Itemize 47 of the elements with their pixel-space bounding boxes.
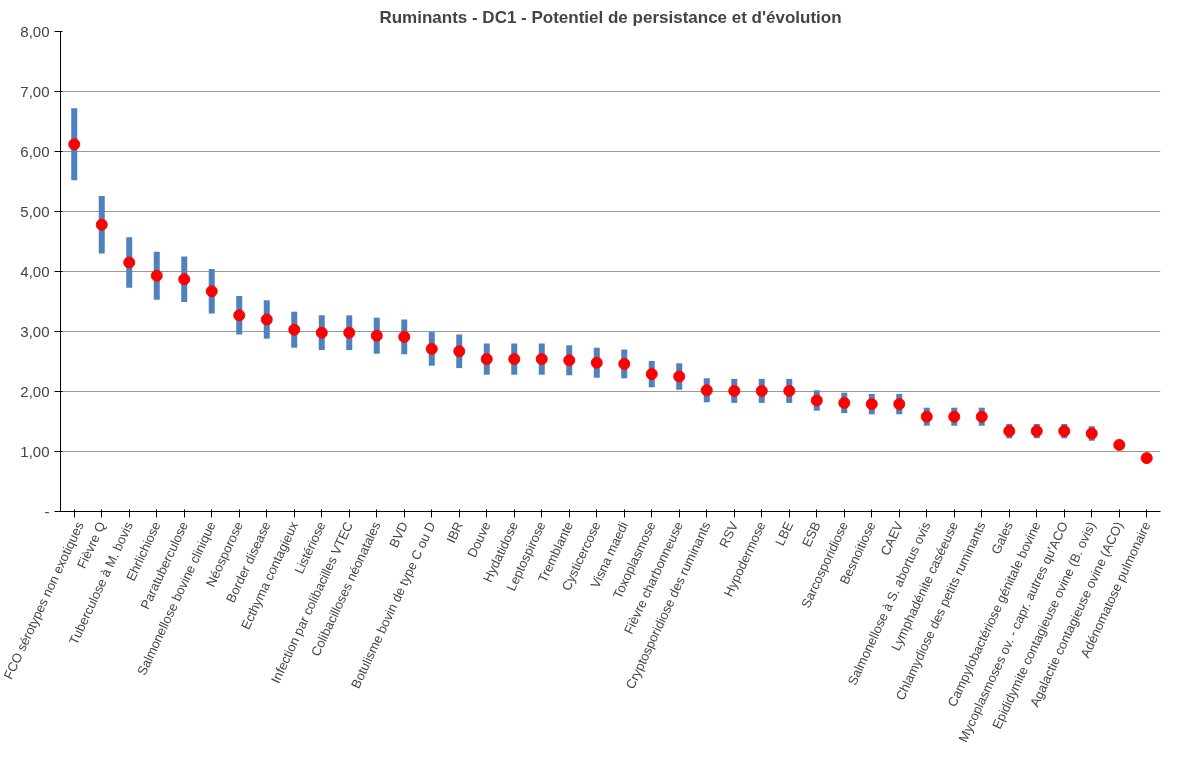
point	[233, 309, 246, 322]
point	[123, 256, 136, 269]
y-tick-label: 7,00	[20, 82, 50, 100]
y-tick-label: 2,00	[20, 382, 50, 400]
point	[645, 368, 658, 381]
y-tick-label: 4,00	[20, 262, 50, 280]
x-tick-label: LBE	[772, 519, 797, 548]
point	[398, 330, 411, 343]
point	[893, 398, 906, 411]
point	[563, 354, 576, 367]
point	[178, 273, 191, 286]
y-tick-label: 6,00	[20, 142, 50, 160]
x-tick-label: IBR	[443, 519, 467, 546]
point	[810, 394, 823, 407]
point	[700, 384, 713, 397]
point	[535, 353, 548, 366]
point	[755, 384, 768, 397]
point	[425, 342, 438, 355]
point	[728, 384, 741, 397]
point	[480, 353, 493, 366]
point	[865, 398, 878, 411]
point	[288, 323, 301, 336]
point	[673, 370, 686, 383]
x-tick-label: Gales	[988, 518, 1017, 557]
point	[370, 329, 383, 342]
chart-title: Ruminants - DC1 - Potentiel de persistance et d'évolution	[379, 7, 842, 27]
y-tick-label: 1,00	[20, 442, 50, 460]
y-tick-label: 8,00	[20, 22, 50, 40]
x-tick-label: BVD	[386, 519, 412, 550]
point	[453, 345, 466, 358]
point	[838, 396, 851, 409]
point	[783, 384, 796, 397]
point	[508, 353, 521, 366]
y-tick-label: 3,00	[20, 322, 50, 340]
point	[1140, 452, 1153, 465]
point	[343, 326, 356, 339]
y-tick-label: 5,00	[20, 202, 50, 220]
point	[150, 269, 163, 282]
point	[315, 326, 328, 339]
point	[68, 138, 81, 151]
point	[1113, 438, 1126, 451]
y-tick-label: -	[44, 502, 50, 520]
point	[618, 357, 631, 370]
point	[95, 218, 108, 231]
point	[590, 356, 603, 369]
point	[260, 313, 273, 326]
point	[205, 285, 218, 298]
